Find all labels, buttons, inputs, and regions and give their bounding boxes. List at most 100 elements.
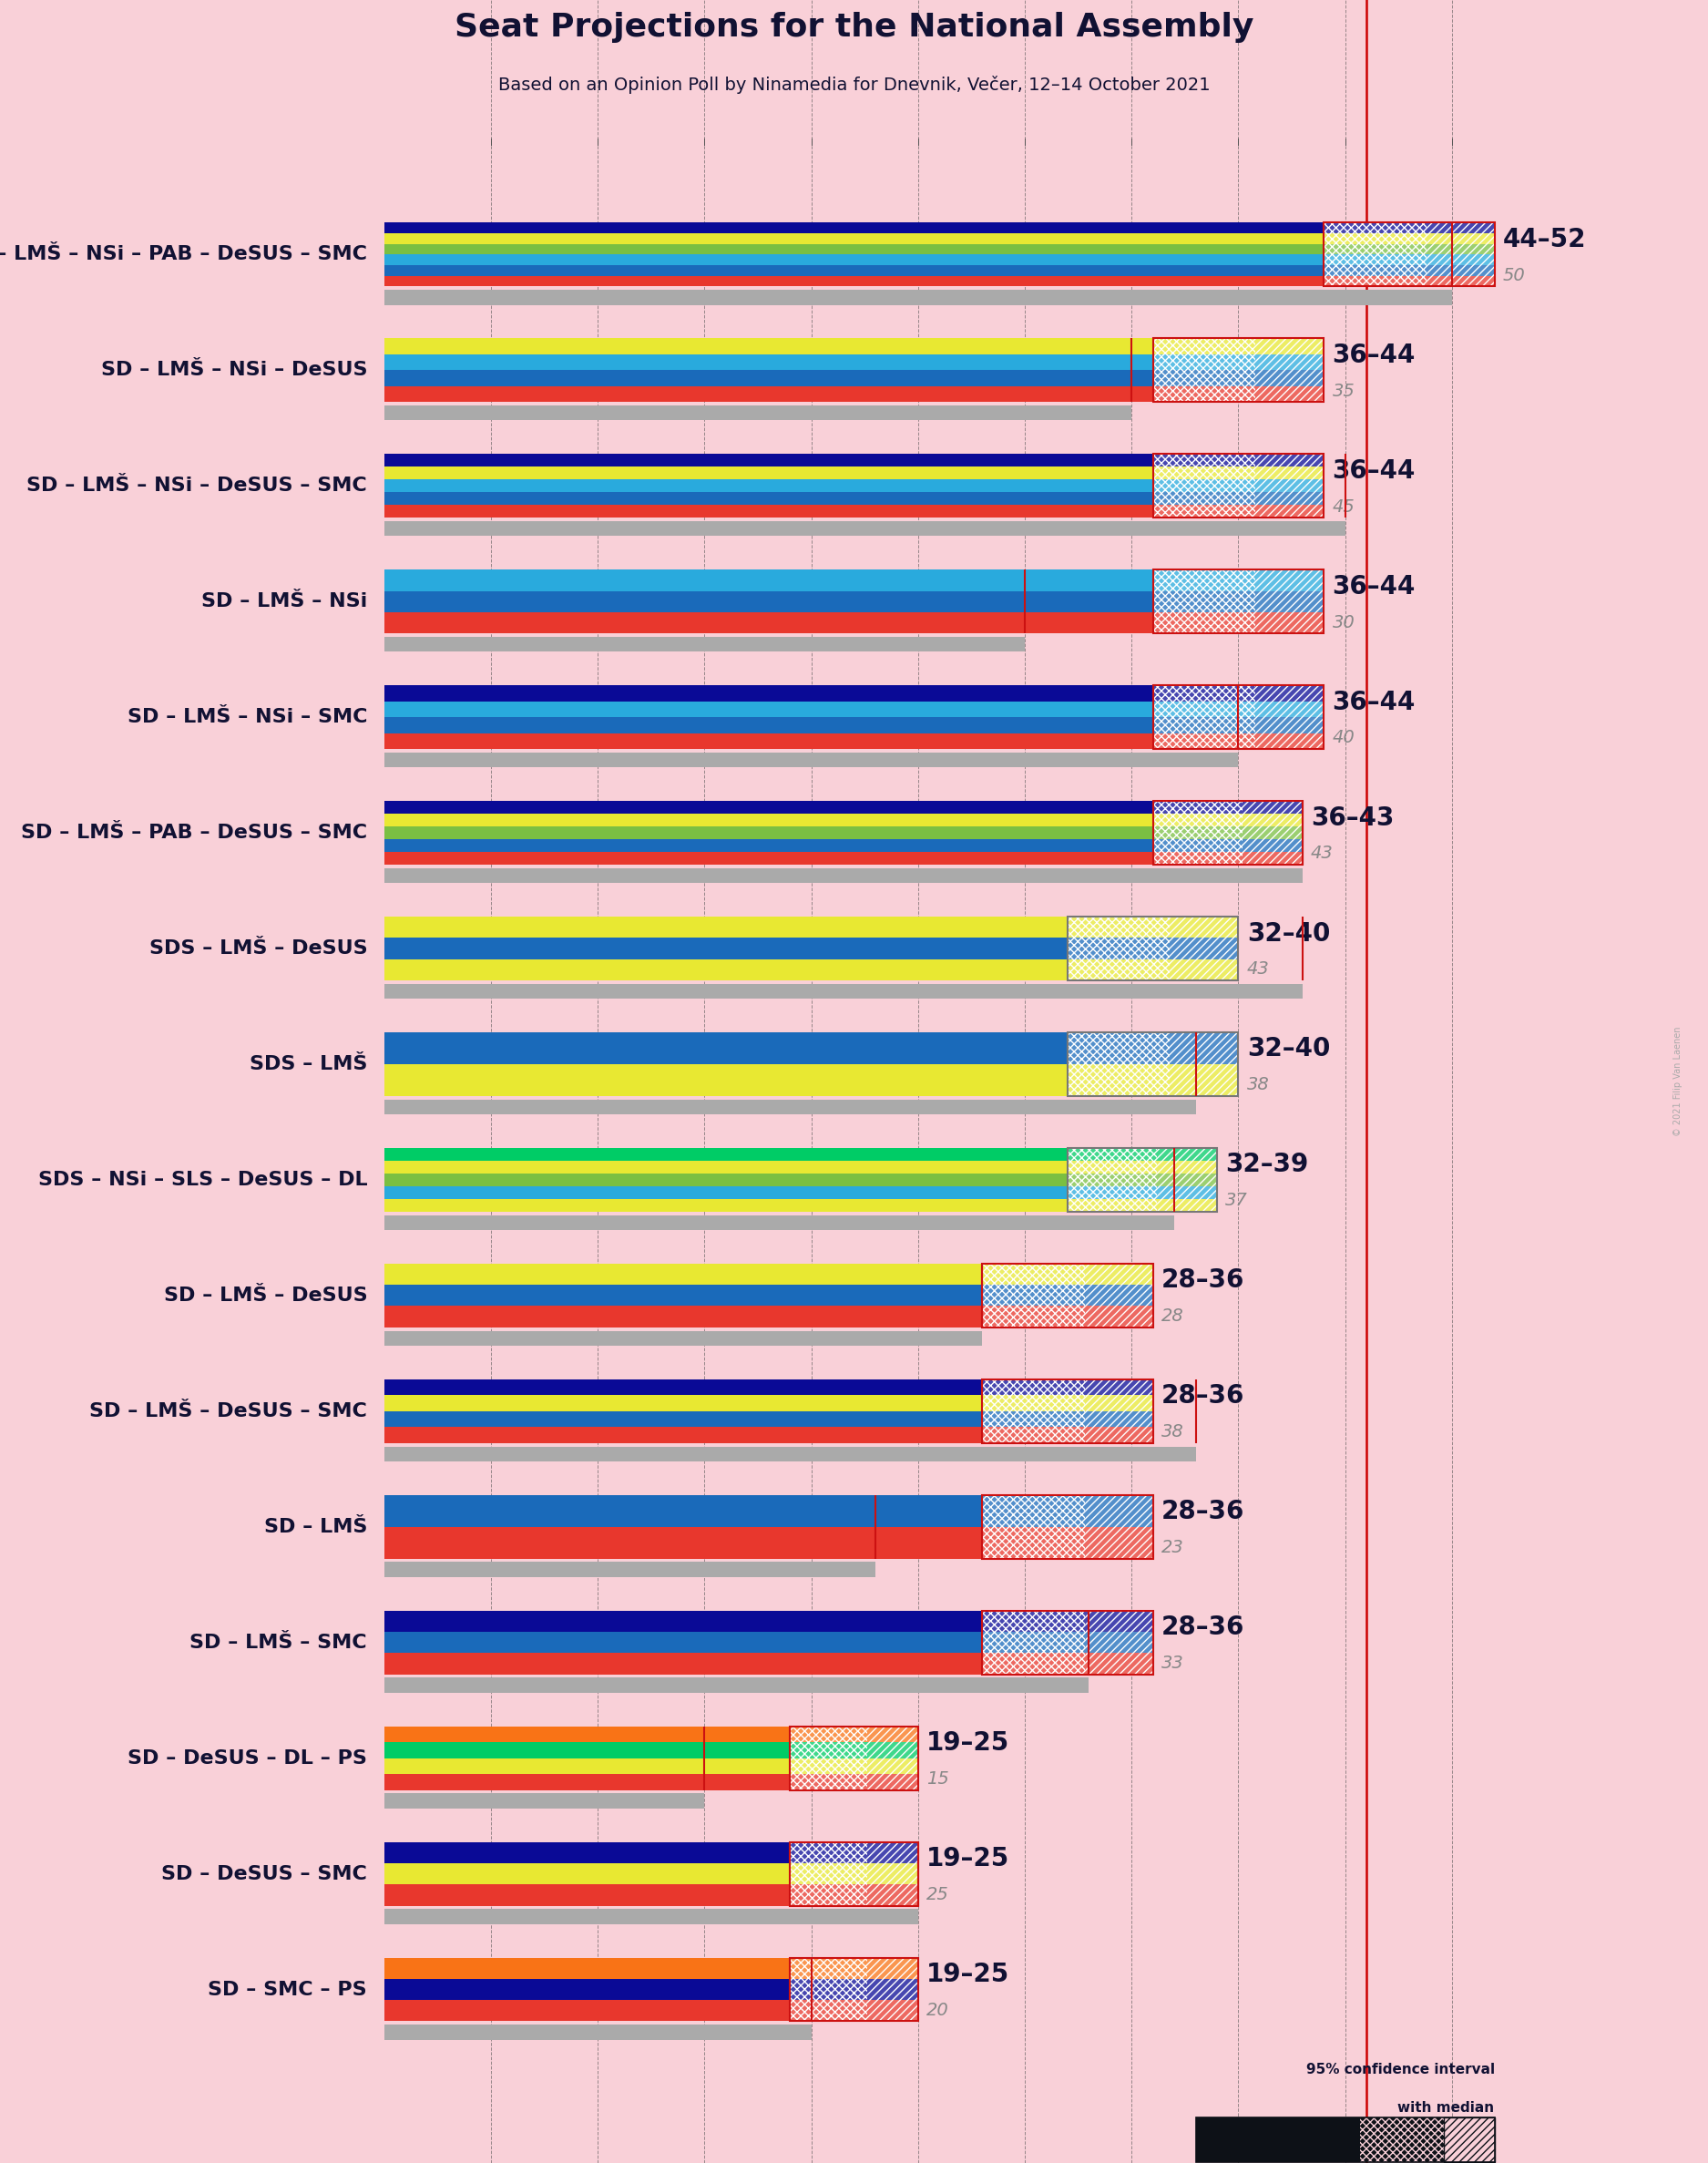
Bar bbox=[789, 1958, 919, 2020]
Bar bbox=[1068, 1032, 1238, 1097]
Bar bbox=[789, 1726, 919, 1791]
Text: 43: 43 bbox=[1312, 846, 1334, 863]
Bar bbox=[384, 1285, 1153, 1306]
Text: 43: 43 bbox=[1247, 960, 1269, 978]
Text: SDS – NSi – SLS – DeSUS – DL: SDS – NSi – SLS – DeSUS – DL bbox=[38, 1170, 367, 1190]
Bar bbox=[384, 1759, 919, 1774]
Bar bbox=[384, 1884, 919, 1906]
Bar bbox=[1085, 1611, 1153, 1674]
Bar bbox=[384, 984, 1303, 999]
Bar bbox=[384, 1175, 1216, 1185]
Text: 50: 50 bbox=[1503, 266, 1525, 283]
Bar bbox=[384, 1611, 1153, 1631]
Bar bbox=[384, 2025, 811, 2040]
Bar bbox=[1170, 917, 1238, 980]
Text: 19–25: 19–25 bbox=[926, 1845, 1009, 1871]
Text: 28–36: 28–36 bbox=[1161, 1616, 1245, 1640]
Bar bbox=[789, 1843, 919, 1906]
Bar bbox=[982, 1495, 1153, 1560]
Bar bbox=[384, 337, 1324, 355]
Text: Seat Projections for the National Assembly: Seat Projections for the National Assemb… bbox=[454, 11, 1254, 43]
Text: 36–44: 36–44 bbox=[1332, 573, 1416, 599]
Bar bbox=[1153, 686, 1255, 748]
Bar bbox=[982, 1611, 1085, 1674]
Text: 32–40: 32–40 bbox=[1247, 921, 1331, 945]
Text: 32–39: 32–39 bbox=[1226, 1153, 1308, 1177]
Bar bbox=[384, 290, 1452, 305]
Text: 36–44: 36–44 bbox=[1332, 690, 1416, 714]
Bar bbox=[982, 1495, 1153, 1560]
Bar bbox=[1068, 917, 1238, 980]
Bar bbox=[1153, 686, 1324, 748]
Text: SD – LMŠ – NSi – DeSUS: SD – LMŠ – NSi – DeSUS bbox=[101, 361, 367, 379]
Text: 36–44: 36–44 bbox=[1332, 342, 1416, 368]
Text: 36–44: 36–44 bbox=[1332, 459, 1416, 485]
Bar bbox=[384, 867, 1303, 883]
Bar bbox=[384, 255, 1494, 266]
Bar bbox=[384, 1185, 1216, 1198]
Bar bbox=[384, 370, 1324, 385]
Bar bbox=[1153, 800, 1303, 865]
Bar bbox=[384, 1263, 1153, 1285]
Bar bbox=[384, 1410, 1153, 1428]
Bar bbox=[789, 1843, 868, 1906]
Bar bbox=[384, 385, 1324, 402]
Bar bbox=[384, 1064, 1238, 1097]
Bar bbox=[1153, 569, 1255, 634]
Bar bbox=[982, 1495, 1085, 1560]
Text: SD – DeSUS – SMC: SD – DeSUS – SMC bbox=[162, 1865, 367, 1884]
Bar bbox=[384, 355, 1324, 370]
Text: SD – SMC – PS: SD – SMC – PS bbox=[208, 1981, 367, 1999]
Bar bbox=[384, 1678, 1090, 1694]
Bar bbox=[1068, 1032, 1238, 1097]
Bar bbox=[384, 686, 1324, 701]
Bar bbox=[384, 2001, 919, 2020]
Bar bbox=[982, 1611, 1153, 1674]
Text: 38: 38 bbox=[1247, 1077, 1269, 1094]
Bar bbox=[1255, 337, 1324, 402]
Text: 33: 33 bbox=[1161, 1655, 1184, 1672]
Bar bbox=[384, 223, 1494, 234]
Bar bbox=[1324, 223, 1426, 286]
Text: SD – LMŠ – DeSUS – SMC: SD – LMŠ – DeSUS – SMC bbox=[89, 1402, 367, 1421]
Text: SD – LMŠ – SMC: SD – LMŠ – SMC bbox=[190, 1633, 367, 1653]
Text: 32–40: 32–40 bbox=[1247, 1036, 1331, 1062]
Bar bbox=[384, 234, 1494, 244]
Bar bbox=[982, 1263, 1153, 1328]
Bar bbox=[384, 917, 1238, 939]
Bar bbox=[384, 1653, 1153, 1674]
Text: 44–52: 44–52 bbox=[1503, 227, 1587, 253]
Bar bbox=[384, 1216, 1175, 1231]
Text: 28–36: 28–36 bbox=[1161, 1499, 1245, 1525]
Bar bbox=[384, 1395, 1153, 1410]
Bar bbox=[1443, 2118, 1494, 2161]
Bar bbox=[1426, 223, 1494, 286]
Bar bbox=[1153, 337, 1324, 402]
Text: 20: 20 bbox=[926, 2001, 950, 2018]
Bar bbox=[384, 1726, 919, 1741]
Text: 28: 28 bbox=[1161, 1309, 1184, 1326]
Text: 23: 23 bbox=[1161, 1540, 1184, 1557]
Bar bbox=[384, 1099, 1196, 1114]
Bar bbox=[384, 454, 1324, 467]
Bar bbox=[384, 718, 1324, 733]
Text: with median: with median bbox=[1397, 2100, 1494, 2115]
Bar bbox=[1153, 454, 1255, 517]
Bar bbox=[384, 1843, 919, 1862]
Text: SD – LMŠ – NSi – PAB – DeSUS – SMC: SD – LMŠ – NSi – PAB – DeSUS – SMC bbox=[0, 244, 367, 264]
Bar bbox=[384, 590, 1324, 612]
Bar bbox=[384, 1631, 1153, 1653]
Bar bbox=[384, 733, 1324, 748]
Bar bbox=[384, 813, 1303, 826]
Bar bbox=[982, 1263, 1085, 1328]
Bar bbox=[384, 1774, 919, 1791]
Text: 40: 40 bbox=[1332, 729, 1354, 746]
Bar bbox=[1068, 1149, 1158, 1211]
Bar bbox=[789, 1958, 868, 2020]
Bar bbox=[868, 1843, 919, 1906]
Bar bbox=[384, 1527, 1153, 1560]
Bar bbox=[1153, 686, 1324, 748]
Text: SDS – LMŠ: SDS – LMŠ bbox=[249, 1056, 367, 1073]
Bar bbox=[789, 1726, 919, 1791]
Bar bbox=[1068, 917, 1170, 980]
